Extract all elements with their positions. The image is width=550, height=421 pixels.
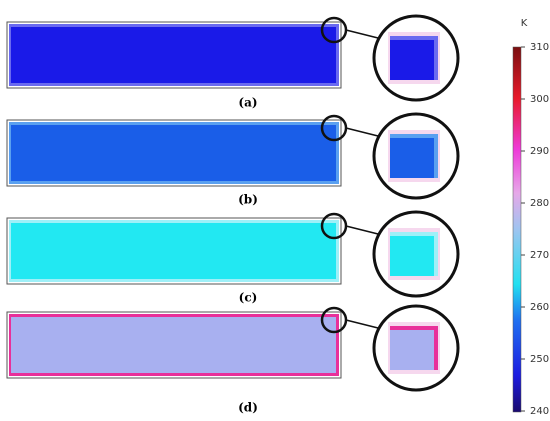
zoom-field xyxy=(390,330,434,370)
zoom-field xyxy=(390,236,434,276)
panel-label: (a) xyxy=(238,96,257,110)
colorbar-tick-label: 300 xyxy=(530,94,549,105)
zoom-field xyxy=(390,138,434,178)
colorbar-tick-label: 240 xyxy=(530,406,549,417)
panel-label: (d) xyxy=(238,401,258,415)
panel-label: (c) xyxy=(239,291,258,305)
colorbar-tick-label: 260 xyxy=(530,302,549,313)
colorbar-tick-label: 250 xyxy=(530,354,549,365)
colorbar-tick-label: 280 xyxy=(530,198,549,209)
panel-label: (b) xyxy=(238,193,258,207)
zoom-field xyxy=(390,40,434,80)
zoom-connector xyxy=(345,319,379,329)
colorbar-tick-label: 270 xyxy=(530,250,549,261)
colorbar-unit: K xyxy=(521,18,528,29)
panel-field xyxy=(11,223,336,279)
zoom-connector xyxy=(345,127,379,137)
colorbar xyxy=(512,46,522,413)
colorbar-tick-label: 310 xyxy=(530,42,549,53)
colorbar-tick-label: 290 xyxy=(530,146,549,157)
panel-field xyxy=(11,317,336,373)
zoom-connector xyxy=(345,225,379,235)
panel-field xyxy=(11,27,336,83)
zoom-connector xyxy=(345,29,379,39)
panel-field xyxy=(11,125,336,181)
